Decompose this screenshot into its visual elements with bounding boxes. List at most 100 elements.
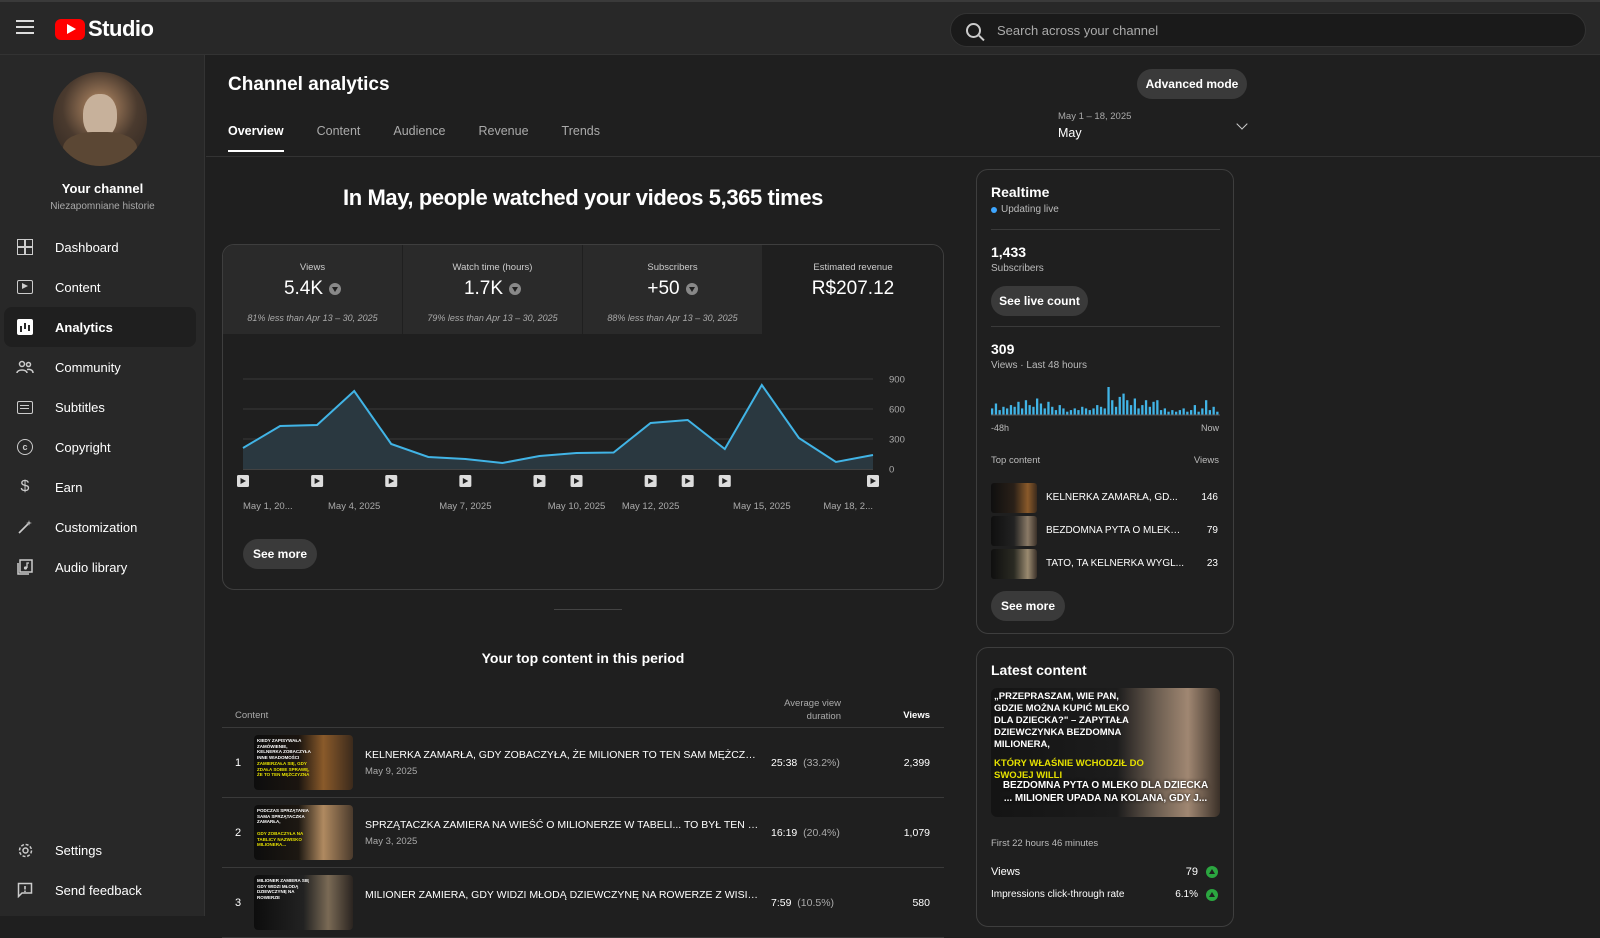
sidebar-item-send-feedback[interactable]: Send feedback xyxy=(4,870,196,910)
sidebar-item-community[interactable]: Community xyxy=(4,347,196,387)
realtime-see-more-button[interactable]: See more xyxy=(991,591,1065,621)
sidebar-item-analytics[interactable]: Analytics xyxy=(4,307,196,347)
avd-percent: (10.5%) xyxy=(797,897,834,909)
latest-content-title: Latest content xyxy=(991,662,1087,678)
video-date: May 9, 2025 xyxy=(365,766,417,777)
sidebar-item-settings[interactable]: Settings xyxy=(4,830,196,870)
realtime-bar xyxy=(1141,405,1143,415)
tab-revenue[interactable]: Revenue xyxy=(479,124,529,152)
video-thumbnail[interactable]: MILIONER ZAMIERA SIĘ GDY WIDZI MŁODĄ DZI… xyxy=(254,875,353,930)
x-tick-label: May 7, 2025 xyxy=(439,501,491,512)
video-thumbnail[interactable]: PODCZAS SPRZĄTANIA SAMA SPRZĄTACZKA ZAMA… xyxy=(254,805,353,860)
tab-overview[interactable]: Overview xyxy=(228,124,284,152)
realtime-top-item[interactable]: TATO, TA KELNERKA WYGL... 23 xyxy=(991,549,1220,579)
metric-label: Watch time (hours) xyxy=(403,262,582,273)
realtime-bar xyxy=(1044,408,1046,415)
table-row[interactable]: 3 MILIONER ZAMIERA SIĘ GDY WIDZI MŁODĄ D… xyxy=(222,868,944,938)
video-title: TATO, TA KELNERKA WYGL... xyxy=(1046,558,1186,569)
page-title: Channel analytics xyxy=(228,74,390,96)
realtime-views-bars[interactable] xyxy=(991,383,1220,417)
video-thumbnail[interactable]: KIEDY ZAPISYWAŁA ZAMÓWIENIE, KELNERKA ZO… xyxy=(254,735,353,790)
y-tick-label: 300 xyxy=(889,435,905,446)
metric-views[interactable]: Views 5.4K 81% less than Apr 13 – 30, 20… xyxy=(223,245,403,334)
metric-label: Subscribers xyxy=(583,262,762,273)
search-bar[interactable] xyxy=(950,13,1586,47)
sidebar-item-content[interactable]: Content xyxy=(4,267,196,307)
search-input[interactable] xyxy=(997,23,1557,38)
sidebar-item-customization[interactable]: Customization xyxy=(4,507,196,547)
stat-value: 79 xyxy=(1186,866,1198,878)
dashboard-icon xyxy=(16,238,34,256)
tab-content[interactable]: Content xyxy=(317,124,361,152)
sidebar-item-copyright[interactable]: c Copyright xyxy=(4,427,196,467)
realtime-axis-start: -48h xyxy=(991,423,1009,433)
col-avd[interactable]: Average view duration xyxy=(767,697,841,723)
sidebar-item-label: Customization xyxy=(55,520,137,535)
sidebar-item-audio-library[interactable]: Audio library xyxy=(4,547,196,587)
trend-down-icon xyxy=(509,283,521,295)
thumbnail-highlight: KTÓRY WŁAŚNIE WCHODZIŁ DO SWOJEJ WILLI xyxy=(994,758,1144,782)
realtime-bar xyxy=(1029,405,1031,415)
video-title[interactable]: SPRZĄTACZKA ZAMIERA NA WIEŚĆ O MILIONERZ… xyxy=(365,819,760,831)
latest-content-card: Latest content „PRZEPRASZAM, WIE PAN, GD… xyxy=(976,647,1234,927)
realtime-bar xyxy=(1089,410,1091,415)
realtime-bar xyxy=(1122,394,1124,415)
see-live-count-button[interactable]: See live count xyxy=(991,286,1088,316)
metric-watch-time[interactable]: Watch time (hours) 1.7K 79% less than Ap… xyxy=(403,245,583,334)
community-icon xyxy=(16,358,34,376)
realtime-title: Realtime xyxy=(991,184,1049,200)
video-views: 1,079 xyxy=(904,827,930,839)
table-row[interactable]: 1 KIEDY ZAPISYWAŁA ZAMÓWIENIE, KELNERKA … xyxy=(222,728,944,798)
sidebar-item-subtitles[interactable]: Subtitles xyxy=(4,387,196,427)
table-header: Content Average view duration Views xyxy=(222,691,944,728)
realtime-bar xyxy=(1149,407,1151,415)
latest-video-thumbnail[interactable]: „PRZEPRASZAM, WIE PAN, GDZIE MOŻNA KUPIĆ… xyxy=(991,688,1220,817)
sidebar-item-label: Send feedback xyxy=(55,883,142,898)
col-views[interactable]: Views xyxy=(903,710,930,721)
metric-value-wrap: 1.7K xyxy=(403,278,582,300)
tab-trends[interactable]: Trends xyxy=(562,124,600,152)
y-tick-label: 600 xyxy=(889,405,905,416)
search-icon[interactable] xyxy=(966,23,981,38)
video-title[interactable]: MILIONER ZAMIERA, GDY WIDZI MŁODĄ DZIEWC… xyxy=(365,889,760,901)
realtime-bar xyxy=(999,410,1001,415)
analytics-icon xyxy=(16,318,34,336)
menu-icon[interactable] xyxy=(16,20,34,34)
trend-up-icon xyxy=(1206,889,1218,901)
video-title[interactable]: KELNERKA ZAMARŁA, GDY ZOBACZYŁA, ŻE MILI… xyxy=(365,749,760,761)
sidebar-item-dashboard[interactable]: Dashboard xyxy=(4,227,196,267)
views-col-label: Views xyxy=(1194,455,1219,466)
realtime-bar xyxy=(1081,407,1083,415)
advanced-mode-button[interactable]: Advanced mode xyxy=(1137,69,1247,99)
video-title: KELNERKA ZAMARŁA, GD... xyxy=(1046,492,1186,503)
studio-logo[interactable]: Studio xyxy=(55,16,153,42)
metric-subscribers[interactable]: Subscribers +50 88% less than Apr 13 – 3… xyxy=(583,245,763,334)
table-row[interactable]: 2 PODCZAS SPRZĄTANIA SAMA SPRZĄTACZKA ZA… xyxy=(222,798,944,868)
channel-avatar[interactable] xyxy=(53,72,147,166)
avd-value: 16:19 xyxy=(771,827,797,839)
sidebar-item-earn[interactable]: $ Earn xyxy=(4,467,196,507)
realtime-bar xyxy=(1145,400,1147,415)
avd-percent: (20.4%) xyxy=(803,827,840,839)
feedback-icon xyxy=(16,881,34,899)
metric-estimated-revenue[interactable]: Estimated revenue R$207.12 xyxy=(763,245,943,334)
avd-percent: (33.2%) xyxy=(803,757,840,769)
y-tick-label: 900 xyxy=(889,375,905,386)
sidebar-item-label: Content xyxy=(55,280,101,295)
stat-value: 6.1% xyxy=(1175,889,1198,900)
realtime-top-item[interactable]: KELNERKA ZAMARŁA, GD... 146 xyxy=(991,483,1220,513)
metric-value: R$207.12 xyxy=(812,278,894,300)
realtime-bar xyxy=(1194,405,1196,415)
realtime-bar xyxy=(1036,399,1038,416)
see-more-button[interactable]: See more xyxy=(243,539,317,569)
realtime-bar xyxy=(1051,407,1053,415)
realtime-bar xyxy=(1119,397,1121,415)
realtime-bar xyxy=(1096,405,1098,415)
realtime-top-item[interactable]: BEZDOMNA PYTA O MLEKO... 79 xyxy=(991,516,1220,546)
date-range-picker[interactable]: May 1 – 18, 2025 May xyxy=(1058,111,1250,140)
sidebar-item-label: Settings xyxy=(55,843,102,858)
metric-value-wrap: 5.4K xyxy=(223,278,402,300)
tab-audience[interactable]: Audience xyxy=(393,124,445,152)
realtime-bar xyxy=(1179,410,1181,415)
